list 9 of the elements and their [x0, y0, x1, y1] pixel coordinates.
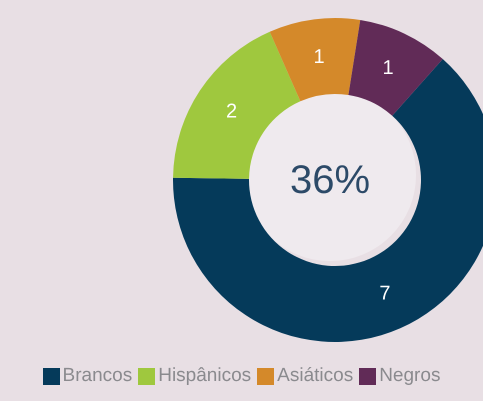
- legend-label: Negros: [379, 365, 440, 387]
- legend-label: Asiáticos: [277, 365, 354, 387]
- data-label: 7: [379, 282, 391, 304]
- legend-label: Hispânicos: [158, 365, 252, 387]
- data-label: 2: [226, 100, 238, 123]
- data-label: 1: [313, 46, 325, 68]
- legend-label: Brancos: [62, 365, 132, 387]
- data-label: 1: [382, 56, 394, 79]
- text: 36%: [290, 158, 370, 202]
